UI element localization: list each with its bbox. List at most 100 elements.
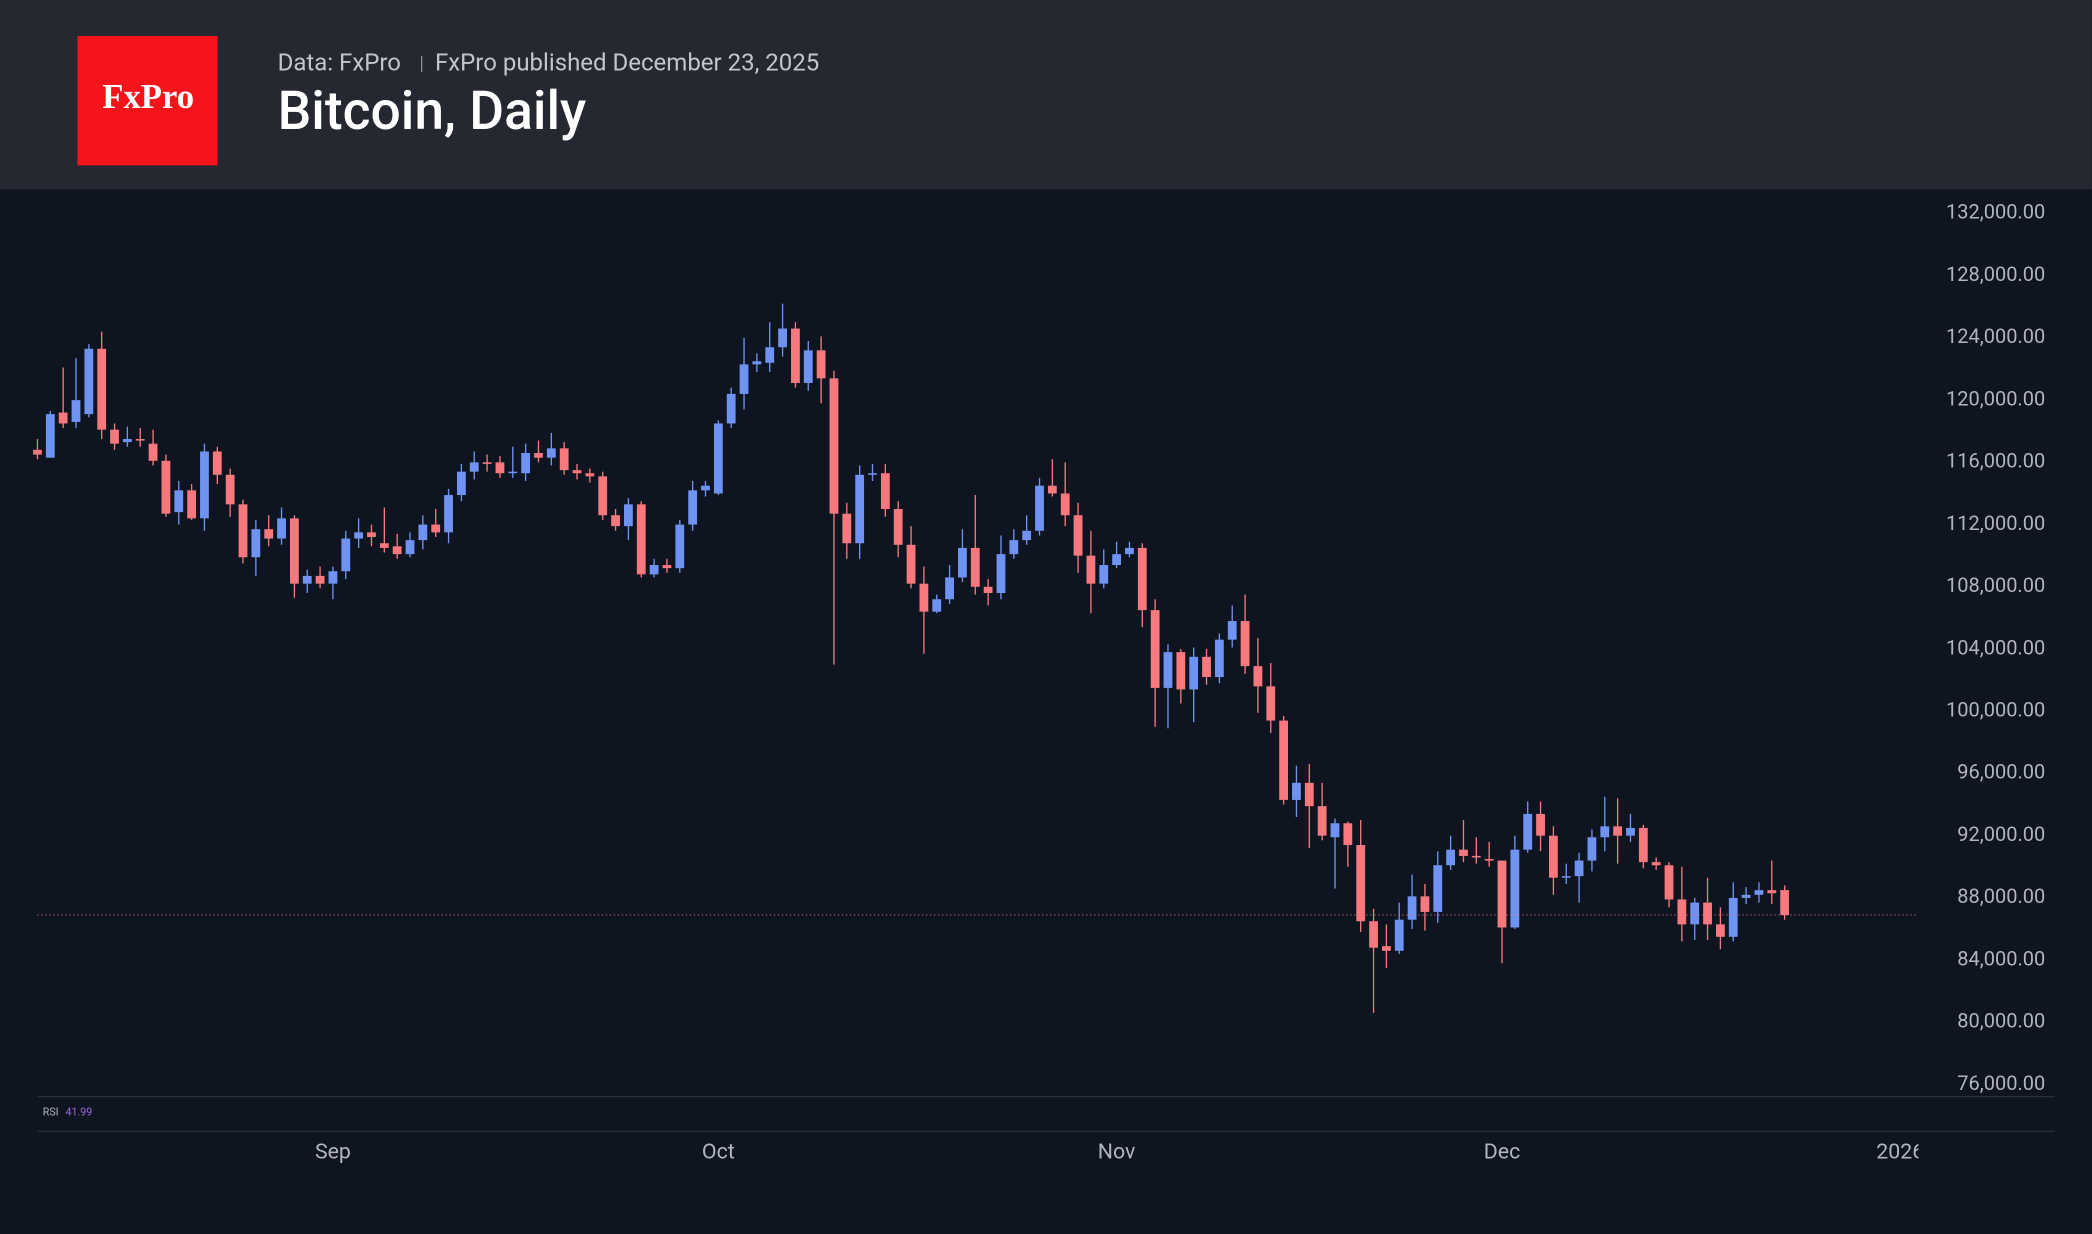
candle-body [649,565,659,575]
candle-body [1613,826,1623,836]
candle-body [187,490,197,519]
candle-body [1510,849,1520,928]
candle-body [1587,837,1597,861]
candle-body [1716,924,1725,937]
plot [33,303,1919,1014]
candle-body [1214,639,1224,678]
candle-body [1099,565,1109,584]
candle-body [1125,547,1134,555]
y-tick-label: 116,000.00 [1946,449,2045,473]
candle-body [572,470,582,474]
candle-body [1651,862,1661,866]
x-tick-label: Nov [1098,1139,1136,1164]
candle-body [1459,849,1468,856]
candle-body [444,495,453,533]
candle-body [1330,823,1340,838]
candle-body [1176,652,1186,690]
candle-body [33,449,42,455]
candle-body [97,348,107,430]
candle-body [392,546,402,555]
candle-body [379,543,389,548]
candle-body [1047,485,1057,494]
candle-body [1690,902,1700,925]
candle-body [1086,555,1096,584]
candle-body [598,476,608,516]
candle-body [1060,493,1070,516]
candle-body [1767,890,1777,894]
candle-body [996,554,1006,594]
candle-body [1112,554,1122,566]
candle-body [1073,515,1083,556]
candle-body [1137,547,1147,611]
header [0,0,2092,190]
candle-body [1780,890,1790,916]
x-axis: Sep Oct Nov Dec 2026 [315,1139,1924,1164]
candle-body [958,547,967,578]
chart-title: Bitcoin, Daily [278,80,587,143]
candle-body [880,473,890,510]
candle-body [264,529,274,539]
candle-body [1394,919,1404,951]
candle-body [855,474,865,544]
candle-body [688,490,698,525]
candle-body [1009,540,1019,555]
y-tick-label: 92,000.00 [1957,822,2045,846]
candle-body [148,443,158,461]
y-tick-label: 128,000.00 [1946,262,2045,286]
candle-body [1292,782,1301,800]
candle-body [341,538,351,572]
candle-body [1266,686,1276,721]
candle-body [418,524,428,541]
y-tick-label: 124,000.00 [1946,324,2045,348]
x-tick-label: Dec [1484,1139,1520,1164]
source: Data: FxPro [278,48,401,76]
candle-body [1420,896,1430,912]
rsi-label: RSI [43,1105,59,1118]
candle-body [405,540,415,555]
candle-body [1304,782,1314,807]
candle-body [328,571,338,584]
candle-body [726,393,736,424]
candle-body [277,518,286,539]
candle-body [354,532,364,539]
candle-body [829,378,839,514]
logo-text: FxPro [102,77,194,116]
y-tick-label: 100,000.00 [1946,698,2045,722]
candle-body [1471,855,1481,858]
candle-body [778,328,787,348]
x-tick-label: Oct [702,1139,735,1164]
candle-body [701,485,710,491]
candle-body [135,439,145,441]
candle-body [970,547,980,587]
candle-body [1279,720,1289,800]
subtitle: FxPro published December 23, 2025 [435,48,819,76]
y-tick-label: 88,000.00 [1957,884,2045,908]
candle-body [585,473,595,477]
candle-body [559,448,569,471]
candle-body [919,583,929,612]
candle-body [1035,485,1044,531]
candle-body [1536,813,1545,836]
candle-body [1484,859,1494,861]
rsi-value: 41.99 [65,1105,92,1118]
candle-body [803,350,813,384]
candle-body [1356,845,1366,922]
candle-body [457,471,466,496]
logo [77,36,218,166]
candle-body [816,350,826,379]
candle-body [713,423,723,494]
candle-body [1497,860,1507,928]
candle-body [174,490,184,513]
candle-body [1638,827,1648,863]
candle-body [624,504,633,527]
candle-body [482,462,492,464]
candle-body [739,364,749,394]
candle-body [1202,656,1211,678]
candle-body [367,532,376,538]
candle-body [1227,621,1237,640]
candle-body [1548,835,1558,878]
x-tick-label: 2026 [1876,1139,1924,1164]
candle-body [431,524,441,533]
